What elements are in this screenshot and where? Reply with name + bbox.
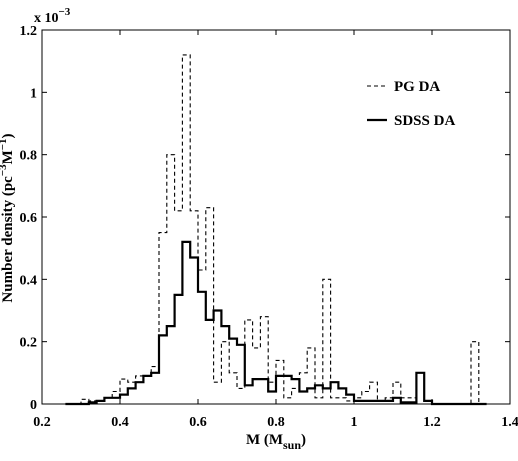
x-tick-label: 0.8 [267,415,285,430]
y-multiplier-base: x 10 [34,11,59,26]
y-tick-label: 0.6 [20,211,38,226]
y-tick-label: 1 [30,86,37,101]
y-tick-label: 0.4 [20,273,38,288]
x-tick-label: 0.2 [33,415,51,430]
x-tick-label: 0.4 [111,415,129,430]
x-tick-label: 1 [351,415,358,430]
y-tick-label: 0 [30,398,37,413]
y-axis-label-main: Number density (pc [0,176,16,303]
y-axis-label-mid: M [0,150,16,164]
legend-label-pg-da: PG DA [394,79,440,95]
x-axis-label-close: ) [301,432,306,448]
x-tick-label: 1.2 [423,415,441,430]
x-tick-label: 1.4 [501,415,518,430]
y-tick-label: 0.2 [20,336,38,351]
y-axis-label-close: ) [0,133,16,138]
y-multiplier-label: x 10−3 [34,6,71,26]
plot-area [65,54,487,406]
x-tick-label: 0.6 [189,415,207,430]
y-tick-label: 1.2 [20,24,38,39]
x-axis-label: M (Msun) [246,432,306,452]
axes: 0.2 0.4 0.6 0.8 1 1.2 1.400.20.40.60.811.2x 10… [0,6,518,452]
y-multiplier-exponent: −3 [59,6,71,18]
y-axis-label-sup1: −3 [0,164,9,176]
legend-label-sdss-da: SDSS DA [394,113,455,129]
series-pg-da-line [65,54,487,405]
y-tick-label: 0.8 [20,149,38,164]
series-sdss-da-line [65,240,487,406]
legend: PG DA SDSS DA [367,79,455,129]
x-axis-label-main: M (M [246,432,283,448]
y-axis-label: Number density (pc−3M−1) [0,133,16,302]
x-axis-label-sub: sun [283,438,301,452]
y-axis-label-sup2: −1 [0,138,9,150]
